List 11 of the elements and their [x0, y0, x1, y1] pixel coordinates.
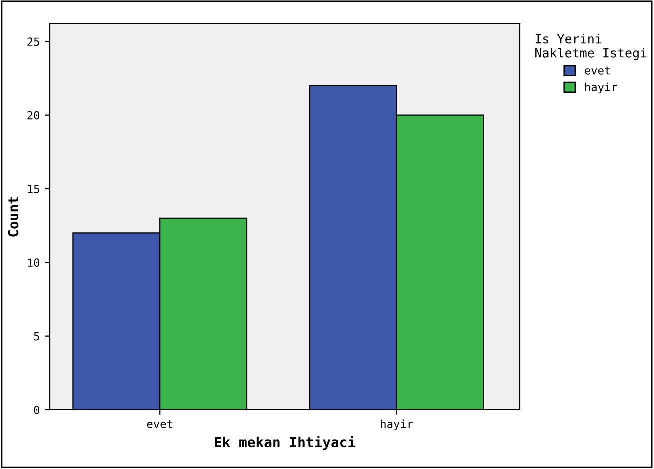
y-tick-label: 25 — [28, 38, 40, 46]
legend-label: evet — [585, 66, 610, 75]
legend-label: hayir — [585, 82, 618, 94]
y-tick-label: 5 — [34, 332, 40, 341]
y-tick-label: 0 — [34, 406, 40, 414]
legend-title: Is Yerini Nakletme Istegi — [536, 34, 647, 60]
y-axis-title: Count — [8, 197, 19, 237]
y-tick-label: 10 — [28, 258, 40, 268]
y-tick-label: 15 — [28, 185, 40, 194]
x-axis-title: Ek mekan Ihtiyaci — [215, 436, 356, 450]
y-tick-label: 20 — [28, 111, 40, 120]
